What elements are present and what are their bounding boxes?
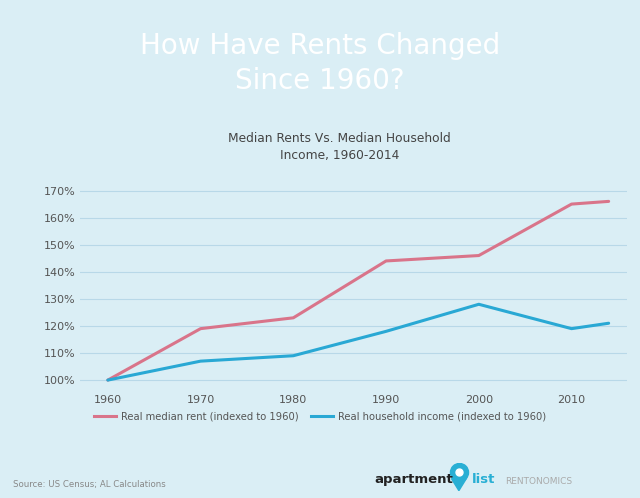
Text: apartment: apartment	[374, 473, 453, 486]
Text: How Have Rents Changed
Since 1960?: How Have Rents Changed Since 1960?	[140, 32, 500, 95]
Polygon shape	[451, 479, 467, 491]
Legend: Real median rent (indexed to 1960), Real household income (indexed to 1960): Real median rent (indexed to 1960), Real…	[90, 408, 550, 426]
Text: Source: US Census; AL Calculations: Source: US Census; AL Calculations	[13, 480, 166, 489]
Text: Median Rents Vs. Median Household
Income, 1960-2014: Median Rents Vs. Median Household Income…	[228, 132, 451, 162]
Text: list: list	[472, 473, 496, 486]
Text: RENTONOMICS: RENTONOMICS	[506, 477, 573, 486]
